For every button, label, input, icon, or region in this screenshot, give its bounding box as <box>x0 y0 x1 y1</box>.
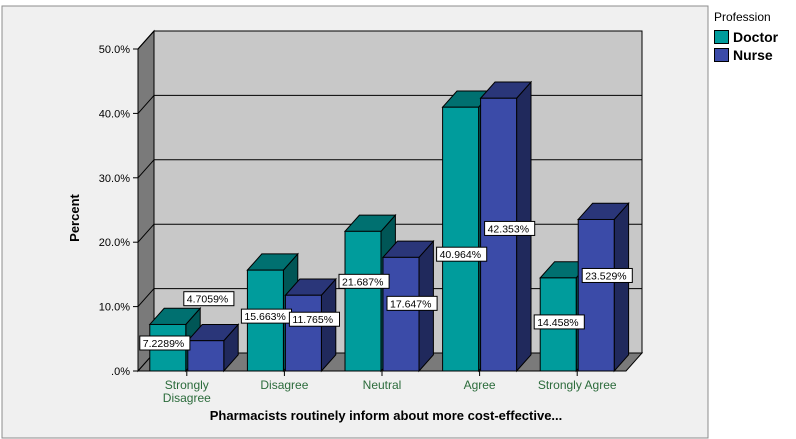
y-tick-label: 50.0% <box>99 44 130 56</box>
bar-doctor-2 <box>344 230 382 372</box>
data-label-box <box>533 314 585 330</box>
y-tick-label: .0% <box>111 366 130 378</box>
data-label-doctor-0: 7.2289% <box>143 338 184 350</box>
gridline-side <box>137 95 155 114</box>
legend-item-nurse: Nurse <box>712 46 796 64</box>
data-label-nurse-3: 42.353% <box>488 223 529 235</box>
data-label-nurse-2: 17.647% <box>390 298 431 310</box>
gridline-side <box>137 30 155 50</box>
x-axis-title: Pharmacists routinely inform about more … <box>210 408 563 423</box>
gridline-side <box>137 159 155 179</box>
legend-label-doctor: Doctor <box>733 29 779 45</box>
bar-nurse-1 <box>284 294 322 372</box>
data-label-nurse-1: 11.765% <box>292 314 333 326</box>
legend-swatch-doctor <box>714 30 729 44</box>
y-tick-label: 40.0% <box>99 108 130 120</box>
bar-nurse-4-side <box>613 201 630 373</box>
gridline-side <box>137 288 155 307</box>
bar-nurse-4 <box>577 218 615 372</box>
data-label-box <box>338 273 390 289</box>
plot-area: .0% 10.0% 20.0% 30.0% 40.0% 50.0% Percent 7.228… <box>67 29 644 423</box>
gridline-side <box>137 223 155 243</box>
data-label-box <box>183 291 235 307</box>
x-tick-label: Disagree <box>260 378 308 392</box>
data-label-nurse-4: 23.529% <box>585 270 626 282</box>
legend-title: Profession <box>714 10 771 24</box>
data-label-box <box>288 311 340 327</box>
x-tick-label: Strongly Agree <box>538 378 617 392</box>
data-label-nurse-0: 4.7059% <box>187 294 228 306</box>
y-tick-label: 10.0% <box>99 302 130 314</box>
data-label-box <box>581 267 633 283</box>
data-label-doctor-3: 40.964% <box>440 249 481 261</box>
y-axis-title: Percent <box>67 193 82 241</box>
data-label-doctor-2: 21.687% <box>342 276 383 288</box>
x-tick-label: Strongly <box>165 378 209 392</box>
y-tick-label: 30.0% <box>99 173 130 185</box>
bar-doctor-3 <box>442 106 480 372</box>
legend-item-doctor: Doctor <box>712 28 796 46</box>
legend: Profession Doctor Nurse <box>712 10 796 64</box>
x-tick-label: Neutral <box>363 378 402 392</box>
data-label-box <box>139 335 191 351</box>
bar-nurse-0 <box>187 340 225 372</box>
left-wall <box>137 29 155 373</box>
legend-label-nurse: Nurse <box>733 47 773 63</box>
y-tick-label: 20.0% <box>99 237 130 249</box>
data-label-doctor-4: 14.458% <box>537 317 578 329</box>
data-label-box <box>386 295 438 311</box>
data-label-doctor-1: 15.663% <box>244 311 285 323</box>
x-tick-label: Agree <box>464 378 496 392</box>
data-label-box <box>436 246 488 262</box>
x-tick-label: Disagree <box>163 391 211 405</box>
data-label-box <box>484 220 536 236</box>
legend-swatch-nurse <box>714 48 729 62</box>
